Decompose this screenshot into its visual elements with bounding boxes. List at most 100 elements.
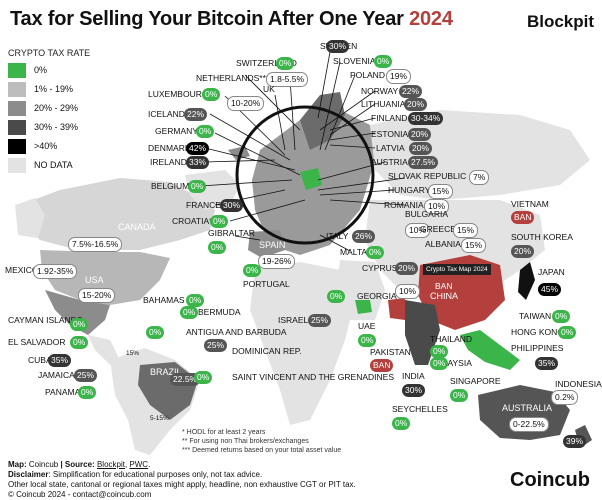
tax-rate-taiwan: 0% (552, 310, 571, 323)
tax-rate-india: 30% (402, 384, 426, 397)
country-name-uk: UK (263, 84, 275, 94)
country-name-greece: GREECE (420, 224, 456, 234)
tax-rate-switzerland: 0% (276, 57, 295, 70)
tax-rate-slovak-republic: 7% (469, 170, 490, 185)
country-name-denmark: DENMARK (148, 143, 191, 153)
tax-rate-greece: 15% (453, 223, 479, 238)
map-label-canada: CANADA (118, 222, 156, 232)
se-asia-shape (460, 330, 520, 370)
tax-rate-hungary: 15% (428, 184, 454, 199)
country-name-vietnam: VIETNAM (511, 199, 549, 209)
tax-rate-poland: 19% (386, 69, 412, 84)
tax-rate-hong-kong: 0% (558, 326, 577, 339)
tax-rate-latvia: 20% (409, 142, 433, 155)
country-name-romania: ROMANIA (384, 200, 424, 210)
tax-rate-norway: 22% (399, 85, 423, 98)
inset-label: Crypto Tax Map 2024 (423, 264, 491, 275)
tax-rate-cuba: 35% (48, 354, 72, 367)
tax-rate-israel: 25% (308, 314, 332, 327)
tax-rate-italy: 26% (352, 230, 376, 243)
map-label-china: CHINA (430, 291, 459, 301)
tax-rate-singapore: 0% (450, 389, 469, 402)
tax-rate-slovenia: 0% (374, 55, 393, 68)
tax-rate-malaysia: 0% (430, 357, 449, 370)
country-name-finland: FINLAND (371, 113, 408, 123)
tax-rate-cyprus: 20% (395, 262, 419, 275)
tax-rate-netherlands: 1.8-5.5% (266, 72, 309, 87)
legend-item: 20% - 29% (8, 99, 118, 117)
map-label-brazil: BRAZIL (150, 367, 182, 377)
country-name-dominican-rep: DOMINICAN REP. (232, 346, 302, 356)
tax-rate-estonia: 20% (408, 128, 432, 141)
tax-rate-dominican-rep: 25% (204, 339, 228, 352)
footer-source-prefix: | Source: (58, 460, 97, 469)
legend-label: 1% - 19% (34, 84, 74, 94)
legend-item: 0% (8, 61, 118, 79)
alaska-shape (15, 198, 45, 238)
title-year: 2024 (409, 8, 453, 30)
tax-rate-luxembourg: 0% (202, 88, 221, 101)
country-name-lithuania: LITHUANIA (361, 99, 406, 109)
country-name-latvia: LATVIA (376, 143, 405, 153)
tax-rate-croatia: 0% (210, 215, 229, 228)
country-name-austria: AUSTRIA (371, 157, 408, 167)
tax-rate-lithuania: 20% (404, 98, 428, 111)
iceland-shape (228, 146, 250, 160)
tax-rate-usa: 15-20% (78, 288, 116, 303)
canada-shape (20, 178, 215, 250)
country-name-france: FRANCE (186, 200, 221, 210)
country-name-albania: ALBANIA (425, 239, 461, 249)
footer: Map: Coincub | Source: Blockpit, PWC. Di… (8, 460, 478, 500)
country-name-pakistan: PAKISTAN (370, 347, 411, 357)
mexico-shape (45, 290, 110, 335)
legend-label: NO DATA (34, 160, 73, 170)
country-name-jamaica: JAMAICA (38, 370, 75, 380)
country-name-cuba: CUBA (28, 355, 52, 365)
tax-rate-uk: 10-20% (227, 96, 265, 111)
country-name-hungary: HUNGARY (388, 185, 431, 195)
tax-rate-georgia: 0% (327, 290, 346, 303)
tax-rate-sweden: 30% (326, 40, 350, 53)
tax-rate-china: BAN (432, 280, 456, 293)
legend-swatch (8, 81, 26, 97)
source-link-pwc[interactable]: PWC (129, 460, 149, 469)
country-name-south-korea: SOUTH KOREA (511, 232, 573, 242)
country-name-malta: MALTA (340, 247, 368, 257)
tax-rate-seychelles: 0% (392, 417, 411, 430)
tax-rate-belgium: 0% (188, 180, 207, 193)
legend: CRYPTO TAX RATE 0% 1% - 19% 20% - 29% 30% -… (8, 48, 118, 175)
tax-rate-south-korea: 20% (511, 245, 535, 258)
tax-rate-philippines: 35% (535, 357, 559, 370)
europe-green-shape (300, 168, 322, 190)
map-label-italy: ITALY (326, 231, 349, 241)
page-title: Tax for Selling Your Bitcoin After One Y… (10, 8, 453, 31)
footer-source-line: Map: Coincub | Source: Blockpit, PWC. (8, 460, 478, 470)
tax-rate-bahamas: 0% (186, 294, 205, 307)
footer-copyright: © Coincub 2024 - contact@coincub.com (8, 490, 152, 499)
footer-disclaimer: Disclaimer: Simplification for education… (8, 470, 478, 480)
europe-magnifier (235, 105, 375, 245)
legend-item: >40% (8, 137, 118, 155)
footer-disclaimer-2: Other local state, cantonal or regional … (8, 480, 356, 489)
country-name-el-salvador: EL SALVADOR (8, 337, 66, 347)
legend-item: 30% - 39% (8, 118, 118, 136)
tax-rate-ireland: 33% (186, 156, 210, 169)
source-link-blockpit[interactable]: Blockpit (96, 460, 125, 469)
tax-rate-albania: 15% (461, 238, 487, 253)
country-name-georgia: GEORGIA (357, 291, 397, 301)
country-name-iceland: ICELAND (148, 109, 185, 119)
country-name-antigua-and-barbuda: ANTIGUA AND BARBUDA (186, 327, 287, 337)
tax-rate-austria: 27.5% (408, 156, 439, 169)
tax-rate-brazil: 22.5% (170, 373, 201, 386)
country-name-ireland: IRELAND (150, 157, 187, 167)
legend-label: 0% (34, 65, 48, 75)
tax-rate-gibraltar: 0% (208, 241, 227, 254)
country-name-india: INDIA (402, 371, 425, 381)
disclaimer-label: Disclaimer (8, 470, 49, 479)
tax-rate-kazakhstan: 10% (395, 284, 421, 299)
country-name-cyprus: CYPRUS (362, 263, 398, 273)
country-name-slovenia: SLOVENIA* (333, 56, 379, 66)
legend-swatch (8, 138, 26, 154)
footer-source-end: . (148, 460, 151, 469)
